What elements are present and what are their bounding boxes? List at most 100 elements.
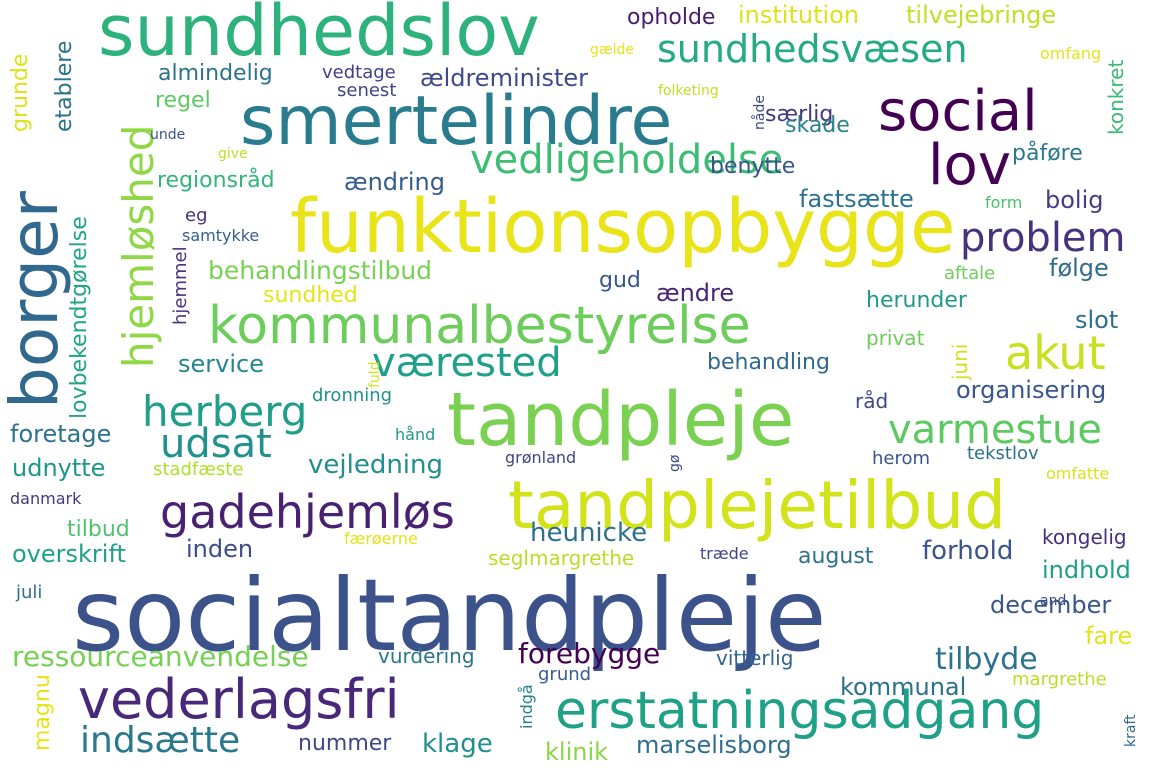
word: tilbyde [935, 642, 1038, 677]
word: erstatningsadgang [555, 681, 1045, 741]
word: bolig [1045, 186, 1104, 214]
word: behandling [707, 350, 830, 375]
word: tandplejetilbud [508, 467, 1006, 544]
word: problem [960, 215, 1126, 261]
word: herberg [142, 387, 308, 436]
word: klage [422, 729, 493, 759]
word: klinik [545, 738, 609, 766]
word: kraft [1123, 714, 1139, 747]
word: give [218, 146, 248, 162]
word: benytte [710, 154, 796, 179]
word: danmark [10, 489, 82, 508]
word: grund [538, 664, 592, 685]
word: følge [1049, 254, 1109, 282]
word: unde [150, 127, 186, 143]
word: and [1040, 593, 1067, 609]
word: råd [855, 389, 889, 413]
word: organisering [956, 376, 1107, 404]
word: herunder [866, 288, 967, 313]
word: behandlingstilbud [208, 256, 433, 285]
word: udsat [160, 421, 272, 467]
word: tilvejebringe [906, 1, 1057, 29]
word: stadfæste [153, 459, 244, 480]
word: indsætte [80, 720, 241, 761]
word: fastsætte [799, 185, 914, 213]
word: heunicke [530, 518, 648, 548]
word: kommunal [840, 673, 967, 701]
word: gælde [590, 42, 635, 58]
word: gud [599, 268, 641, 293]
word: lovbekendtgørelse [67, 216, 92, 419]
word: folketing [658, 83, 719, 99]
word: privat [866, 326, 925, 350]
word: dronning [312, 385, 393, 406]
word: almindelig [158, 61, 273, 86]
word: tekstlov [967, 443, 1039, 464]
word: vederlagsfri [78, 668, 400, 731]
word: gø [667, 454, 683, 472]
word: december [990, 591, 1112, 619]
word: ændre [656, 279, 735, 307]
word: seglmargrethe [488, 546, 635, 570]
word: grønland [505, 448, 577, 467]
word: skade [785, 113, 850, 138]
word: værested [372, 340, 562, 386]
word: tilbud [67, 517, 130, 542]
word: kongelig [1042, 525, 1127, 549]
word: eg [185, 205, 208, 226]
word: social [878, 79, 1038, 144]
word: vitterlig [716, 646, 794, 670]
word: socialtandpleje [72, 557, 827, 674]
word: slot [1075, 306, 1119, 334]
word: regel [155, 88, 211, 113]
word: omfatte [1046, 464, 1110, 483]
word: samtykke [182, 226, 260, 245]
word: sundhedsvæsen [657, 27, 968, 71]
word: vejledning [308, 450, 444, 480]
word: institution [738, 1, 860, 29]
word: omfang [1040, 44, 1102, 63]
word: ældreminister [420, 64, 589, 92]
word: service [178, 350, 264, 378]
word: kommunalbestyrelse [208, 296, 751, 356]
word: magnu [30, 674, 55, 751]
word: nåde [752, 95, 768, 130]
word: inden [186, 535, 254, 563]
word: færøerne [344, 529, 418, 548]
word: gadehjemløs [160, 485, 455, 539]
word: smertelindre [240, 82, 673, 161]
word: foretage [10, 420, 112, 448]
word: akut [1005, 326, 1106, 380]
word: hjemmel [170, 246, 191, 325]
word: ændring [344, 168, 445, 196]
word: opholde [627, 5, 716, 30]
word: ressourceanvendelse [12, 640, 309, 673]
word: indhold [1042, 556, 1131, 584]
word: tandpleje [447, 377, 795, 463]
word: vedtage [322, 62, 396, 83]
word: hånd [395, 425, 436, 444]
word: juni [948, 343, 972, 380]
word: varmestue [888, 407, 1102, 453]
word: fuld [367, 361, 383, 388]
word: grunde [8, 53, 33, 132]
word: etablere [52, 40, 77, 132]
word: form [985, 193, 1023, 212]
word: hjemløshed [114, 124, 163, 368]
word: træde [700, 544, 749, 563]
word: konkret [1104, 59, 1128, 135]
word: juli [16, 582, 43, 603]
word: forhold [922, 536, 1014, 566]
word: borger [0, 191, 73, 409]
word: overskrift [12, 540, 126, 568]
word: indgå [517, 684, 536, 729]
word: august [798, 544, 874, 569]
word: forebygge [518, 637, 661, 670]
word: vedligeholdelse [470, 137, 784, 183]
word: sundhedslov [98, 0, 540, 72]
word: senest [337, 80, 397, 101]
word: udnytte [12, 454, 106, 482]
word: regionsråd [157, 168, 275, 193]
word: marselisborg [636, 731, 792, 759]
